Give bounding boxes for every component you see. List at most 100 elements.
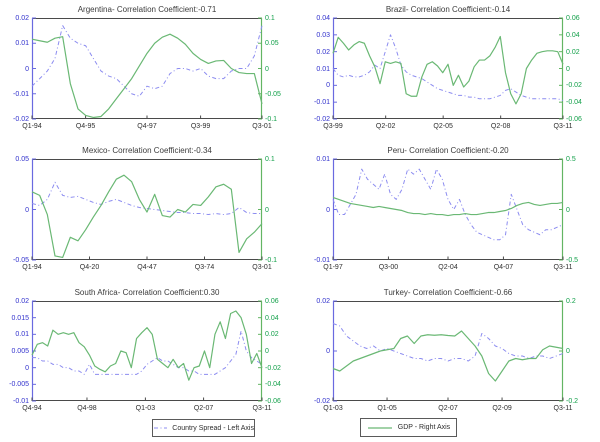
x-tick-label: Q4-98 [77, 405, 97, 412]
x-tick-label: Q1-03 [323, 405, 343, 412]
gdp-line [332, 330, 564, 382]
chart-title: Peru- Correlation Coefficient:-0.20 [387, 146, 509, 155]
y-tick-label-left: 0 [326, 206, 330, 214]
y-tick-label-left: 0.02 [316, 298, 330, 305]
chart-title: Turkey- Correlation Coefficient:-0.66 [383, 288, 513, 297]
x-tick-label: Q4-07 [493, 264, 514, 271]
x-tick-label: Q3-01 [252, 264, 272, 271]
y-tick-label-right: 0 [265, 206, 269, 214]
x-tick-label: Q3-11 [252, 405, 272, 412]
chart-title: South Africa- Correlation Coefficient:0.… [74, 288, 220, 297]
x-tick-label: Q3-00 [378, 264, 399, 271]
plot-area [31, 17, 263, 120]
y-tick-label-left: 0.03 [316, 31, 330, 39]
country-spread-line [332, 168, 564, 241]
y-tick-label-left: 0.05 [15, 156, 29, 163]
y-tick-label-left: 0.01 [316, 65, 330, 73]
y-tick-label-right: -0.5 [566, 257, 579, 264]
country-spread-line [31, 181, 262, 216]
y-tick-label-right: 0.06 [566, 15, 580, 22]
x-tick-label: Q3-11 [553, 405, 573, 412]
y-tick-label-right: 0 [566, 65, 570, 73]
x-tick-label: Q4-97 [137, 123, 157, 130]
y-tick-label-right: 0.05 [265, 40, 279, 48]
x-tick-label: Q2-08 [490, 123, 511, 130]
y-tick-label-right: 0 [265, 65, 269, 73]
chart-mexico: Mexico- Correlation Coefficient:-0.34 0.… [13, 146, 277, 271]
y-tick-label-left: -0.02 [314, 116, 330, 123]
chart-title: Mexico- Correlation Coefficient:-0.34 [82, 146, 212, 155]
y-tick-label-right: -0.06 [265, 398, 281, 405]
x-tick-label: Q2-07 [193, 405, 214, 412]
plot-area [31, 300, 263, 402]
y-tick-label-right: 0 [265, 348, 269, 355]
country-spread-line [31, 25, 263, 97]
legend-country-spread: Country Spread - Left Axis [152, 419, 255, 437]
plot-area [31, 158, 263, 261]
y-tick-label-left: 0.01 [15, 40, 29, 48]
y-tick-label-left: 0 [25, 65, 29, 73]
gdp-line [332, 35, 564, 105]
y-tick-label-right: 0.5 [566, 156, 576, 163]
y-tick-label-left: 0 [326, 348, 330, 355]
x-tick-label: Q1-05 [377, 405, 397, 412]
y-tick-label-left: 0 [326, 82, 330, 90]
y-tick-label-right: -0.2 [566, 398, 579, 405]
y-tick-label-left: -0.01 [314, 257, 330, 264]
gdp-line [31, 310, 263, 381]
y-tick-label-right: -0.04 [265, 381, 281, 389]
y-tick-label-right: 0.06 [265, 298, 279, 305]
plot-area [332, 300, 564, 402]
y-tick-label-right: -0.06 [566, 116, 582, 123]
x-tick-label: Q1-94 [22, 123, 42, 130]
country-spread-line [332, 323, 564, 362]
legend-label-gdp: GDP - Right Axis [397, 424, 451, 431]
plot-area [332, 17, 564, 120]
gdp-line [31, 33, 263, 119]
y-tick-label-right: 0.02 [566, 48, 580, 56]
y-tick-label-left: 0.005 [11, 348, 29, 355]
chart-title: Argentina- Correlation Coefficient:-0.71 [77, 5, 217, 14]
y-tick-label-right: -0.02 [566, 82, 582, 90]
x-tick-label: Q3-99 [190, 123, 211, 130]
y-tick-label-left: 0.01 [15, 331, 29, 339]
country-spread-line [332, 34, 564, 101]
y-tick-label-left: 0.015 [11, 314, 29, 322]
y-tick-label-left: 0.02 [15, 15, 29, 22]
x-tick-label: Q2-07 [438, 405, 458, 412]
y-tick-label-right: 0.04 [265, 314, 279, 322]
x-tick-label: Q1-03 [135, 405, 156, 412]
y-tick-label-left: 0.04 [316, 15, 330, 22]
x-tick-label: Q4-47 [137, 264, 157, 271]
legend-gdp: GDP - Right Axis [360, 418, 457, 437]
x-tick-label: Q2-05 [433, 123, 453, 130]
y-tick-label-right: -0.02 [265, 364, 281, 372]
y-tick-label-left: -0.01 [13, 90, 29, 98]
y-tick-label-left: -0.005 [9, 381, 29, 389]
x-tick-label: Q3-11 [553, 264, 573, 271]
y-tick-label-left: 0.01 [316, 156, 330, 163]
x-tick-label: Q3-74 [194, 264, 215, 271]
legend-sample-gdp-line [367, 426, 392, 429]
x-tick-label: Q4-20 [79, 264, 100, 271]
country-spread-line [32, 330, 263, 375]
x-tick-label: Q4-95 [75, 123, 96, 130]
legend-label-country-spread: Country Spread - Left Axis [172, 424, 254, 432]
chart-title: Brazil- Correlation Coefficient:-0.14 [385, 5, 511, 14]
y-tick-label-left: 0 [25, 206, 29, 214]
x-tick-label: Q1-97 [323, 264, 343, 271]
y-tick-label-left: -0.02 [314, 398, 330, 405]
x-tick-label: Q3-11 [553, 123, 573, 130]
y-tick-label-left: -0.05 [13, 257, 29, 264]
y-tick-label-right: 0 [566, 348, 570, 355]
x-tick-label: Q2-02 [375, 123, 396, 130]
y-tick-label-left: -0.01 [13, 398, 29, 405]
y-tick-label-right: -0.1 [265, 116, 278, 123]
x-tick-label: Q3-01 [252, 123, 272, 130]
legend-sample-spread-line [154, 427, 168, 429]
chart-peru: Peru- Correlation Coefficient:-0.20 0.01… [314, 146, 578, 271]
gdp-line [332, 196, 564, 217]
y-tick-label-left: 0.02 [15, 298, 29, 305]
chart-argentina: Argentina- Correlation Coefficient:-0.71… [13, 5, 281, 130]
